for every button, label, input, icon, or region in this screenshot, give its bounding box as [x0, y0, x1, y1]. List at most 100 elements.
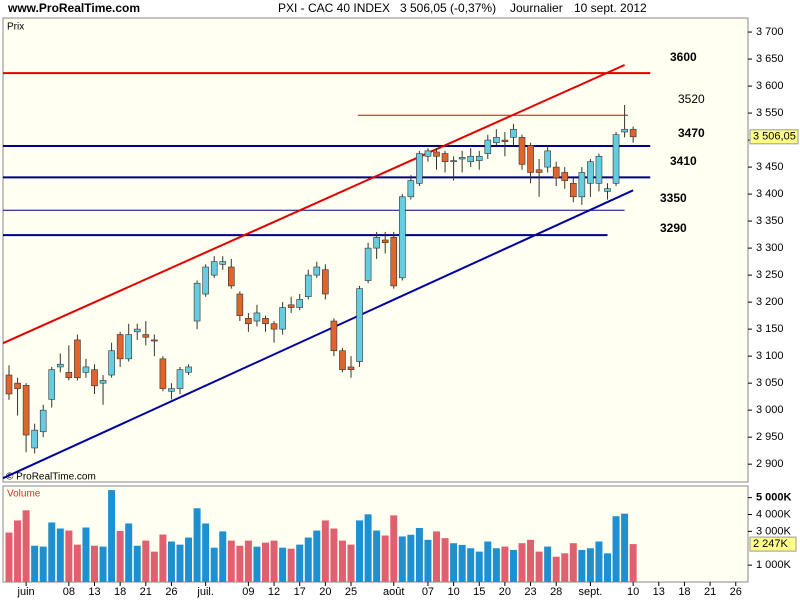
candle-body: [142, 334, 150, 338]
candle-body: [296, 299, 304, 308]
candle-body: [407, 180, 415, 198]
y-tick-label: 2 950: [756, 431, 784, 443]
x-tick-label: 20: [319, 586, 331, 598]
volume-bar: [39, 546, 47, 582]
x-tick-label: 07: [422, 586, 434, 598]
volume-bar: [621, 513, 629, 582]
candle-body: [39, 409, 47, 433]
volume-bar: [185, 537, 193, 582]
volume-bar: [450, 543, 458, 582]
symbol: PXI - CAC 40 INDEX: [278, 1, 390, 15]
panel-label: Prix: [7, 22, 24, 33]
candle-body: [347, 366, 355, 370]
x-tick-label: août: [383, 586, 404, 598]
y-tick-label: 3 000K: [756, 525, 792, 537]
candle-body: [441, 153, 449, 162]
candle-body: [535, 169, 543, 173]
volume-bar: [586, 548, 594, 582]
candle-body: [245, 318, 252, 325]
volume-bar: [433, 531, 440, 582]
candle-body: [595, 155, 603, 184]
candle-body: [493, 137, 500, 144]
candle-body: [578, 172, 586, 198]
price-panel: [2, 17, 749, 483]
y-tick-label: 3 450: [756, 161, 784, 173]
candle-body: [151, 339, 158, 342]
volume-bar: [236, 545, 244, 582]
trend-line: [2, 64, 626, 345]
candle-body: [322, 269, 329, 295]
candle-body: [5, 374, 13, 395]
x-tick-label: 13: [653, 586, 665, 598]
volume-bar: [364, 514, 372, 582]
candle-body: [475, 155, 483, 161]
volume-bar: [296, 544, 304, 582]
volume-bar: [561, 553, 569, 582]
volume-bar: [356, 520, 364, 582]
last-volume-box: [749, 536, 797, 552]
candle-body: [356, 288, 363, 362]
volume-bar: [492, 548, 500, 582]
volume-bar: [467, 548, 475, 582]
x-tick-label: 28: [550, 586, 562, 598]
volume-bar: [210, 547, 218, 582]
y-tick-label: 1 000K: [756, 559, 792, 571]
x-tick-label: 18: [114, 586, 126, 598]
candle-body: [65, 372, 73, 379]
candle-body: [236, 293, 244, 316]
volume-bar: [176, 544, 184, 582]
candle-body: [193, 282, 201, 322]
x-tick-label: 10: [627, 586, 639, 598]
volume-bar: [31, 545, 39, 582]
candle-body: [510, 128, 517, 138]
candle-body: [108, 350, 115, 376]
volume-bar: [484, 541, 492, 582]
volume-bar: [595, 541, 603, 582]
volume-bar: [330, 528, 338, 582]
candle-body: [116, 334, 124, 360]
candle-body: [569, 182, 577, 198]
volume-bar: [415, 528, 423, 582]
volume-bar: [629, 544, 637, 582]
volume-bar: [150, 551, 158, 582]
candle-body: [313, 266, 321, 276]
candle-body: [390, 237, 398, 287]
trend-line: [2, 189, 634, 480]
volume-bar: [552, 556, 560, 582]
y-tick-label: 5 000K: [756, 492, 792, 504]
candle-body: [125, 334, 132, 360]
y-tick-label: 3 200: [756, 296, 784, 308]
volume-bar: [253, 546, 261, 582]
y-tick-label: 3 100: [756, 350, 784, 362]
volume-bar: [202, 523, 210, 582]
volume-bar: [321, 520, 329, 582]
candle-body: [202, 266, 209, 295]
volume-bar: [193, 508, 201, 582]
volume-bar: [262, 542, 269, 582]
candle-body: [561, 172, 569, 181]
volume-bar: [424, 539, 432, 582]
x-tick-label: 10: [447, 586, 459, 598]
volume-bar: [569, 543, 577, 582]
volume-bar: [65, 530, 73, 582]
date: 10 sept. 2012: [574, 1, 647, 15]
x-tick-label: 18: [678, 586, 690, 598]
x-tick-label: 12: [268, 586, 280, 598]
volume-bar: [544, 546, 552, 582]
candle-body: [467, 155, 475, 162]
volume-bar: [347, 544, 355, 582]
x-tick-label: sept.: [578, 586, 602, 598]
volume-bar: [219, 531, 227, 582]
volume-bar: [381, 535, 389, 582]
candle-body: [424, 150, 432, 157]
candle-body: [629, 128, 637, 138]
candle-body: [56, 363, 64, 368]
volume-bar: [270, 540, 278, 582]
volume-bar: [304, 537, 312, 582]
y-tick-label: 3 700: [756, 26, 784, 38]
panel-label: Volume: [7, 489, 41, 500]
y-tick-label: 3 000: [756, 404, 784, 416]
volume-bar: [116, 530, 124, 582]
last-price-box: [749, 129, 799, 145]
